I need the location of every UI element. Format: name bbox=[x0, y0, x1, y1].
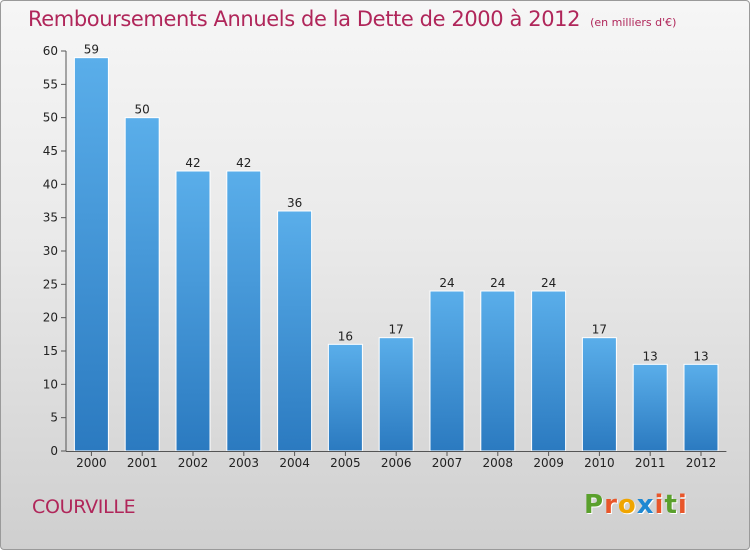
bar bbox=[632, 363, 668, 452]
bar-value-label: 13 bbox=[643, 349, 658, 363]
bar bbox=[175, 170, 211, 452]
bar bbox=[480, 290, 516, 452]
chart-subtitle: (en milliers d'€) bbox=[590, 16, 677, 29]
y-tick-label: 0 bbox=[50, 444, 58, 458]
logo-letter: P bbox=[584, 490, 605, 520]
bar bbox=[581, 337, 617, 452]
commune-name: COURVILLE bbox=[32, 496, 136, 518]
y-tick-label: 60 bbox=[43, 44, 58, 58]
logo-letter: o bbox=[617, 490, 637, 520]
bar-value-label: 50 bbox=[135, 103, 150, 117]
y-tick-label: 45 bbox=[43, 144, 58, 158]
bar-value-label: 24 bbox=[439, 276, 454, 290]
bar-value-label: 59 bbox=[84, 43, 99, 57]
bar bbox=[429, 290, 465, 452]
x-tick-label: 2003 bbox=[229, 456, 260, 470]
bar bbox=[531, 290, 567, 452]
x-tick-label: 2006 bbox=[381, 456, 412, 470]
y-tick-label: 5 bbox=[50, 411, 58, 425]
x-tick-label: 2002 bbox=[178, 456, 209, 470]
bar-value-label: 42 bbox=[185, 156, 200, 170]
bar-value-label: 13 bbox=[693, 349, 708, 363]
y-axis: 0 5 10 15 20 25 30 35 40 45 50 55 60 bbox=[43, 44, 67, 458]
bar bbox=[226, 170, 262, 452]
bar-value-label: 36 bbox=[287, 196, 302, 210]
x-tick-label: 2004 bbox=[279, 456, 310, 470]
bar-value-label: 16 bbox=[338, 329, 353, 343]
y-tick-label: 55 bbox=[43, 77, 58, 91]
logo-letter: r bbox=[604, 490, 618, 520]
logo-letter: i bbox=[677, 490, 688, 520]
bar-value-label: 24 bbox=[490, 276, 505, 290]
y-tick-label: 20 bbox=[43, 311, 58, 325]
x-tick-label: 2011 bbox=[635, 456, 666, 470]
logo-letter: t bbox=[664, 490, 678, 520]
x-axis: 2000 2001 2002 2003 2004 2005 2006 2007 2008 2009… bbox=[66, 451, 727, 470]
title-row: Remboursements Annuels de la Dette de 20… bbox=[28, 7, 676, 31]
logo-letter: x bbox=[636, 490, 655, 520]
bar-value-label: 17 bbox=[389, 323, 404, 337]
x-tick-label: 2007 bbox=[432, 456, 463, 470]
bars: 59 50 42 42 36 16 17 24 24 24 17 13 13 bbox=[73, 43, 719, 452]
x-tick-label: 2001 bbox=[127, 456, 158, 470]
bar bbox=[124, 117, 160, 452]
x-tick-label: 2008 bbox=[483, 456, 514, 470]
bar bbox=[327, 343, 363, 452]
proxiti-logo: Proxiti bbox=[584, 490, 688, 520]
x-tick-label: 2005 bbox=[330, 456, 361, 470]
y-tick-label: 50 bbox=[43, 111, 58, 125]
y-tick-label: 25 bbox=[43, 277, 58, 291]
bar bbox=[277, 210, 313, 452]
bar-value-label: 17 bbox=[592, 323, 607, 337]
x-tick-label: 2010 bbox=[584, 456, 615, 470]
chart-title: Remboursements Annuels de la Dette de 20… bbox=[28, 7, 581, 31]
bar bbox=[73, 57, 109, 452]
logo-letter: i bbox=[654, 490, 665, 520]
y-tick-label: 15 bbox=[43, 344, 58, 358]
bar-value-label: 24 bbox=[541, 276, 556, 290]
x-tick-label: 2012 bbox=[686, 456, 717, 470]
bar bbox=[683, 363, 719, 452]
bar-value-label: 42 bbox=[236, 156, 251, 170]
y-tick-label: 30 bbox=[43, 244, 58, 258]
x-tick-label: 2000 bbox=[76, 456, 107, 470]
bar bbox=[378, 337, 414, 452]
y-tick-label: 35 bbox=[43, 211, 58, 225]
y-tick-label: 40 bbox=[43, 177, 58, 191]
x-tick-label: 2009 bbox=[533, 456, 564, 470]
y-tick-label: 10 bbox=[43, 377, 58, 391]
